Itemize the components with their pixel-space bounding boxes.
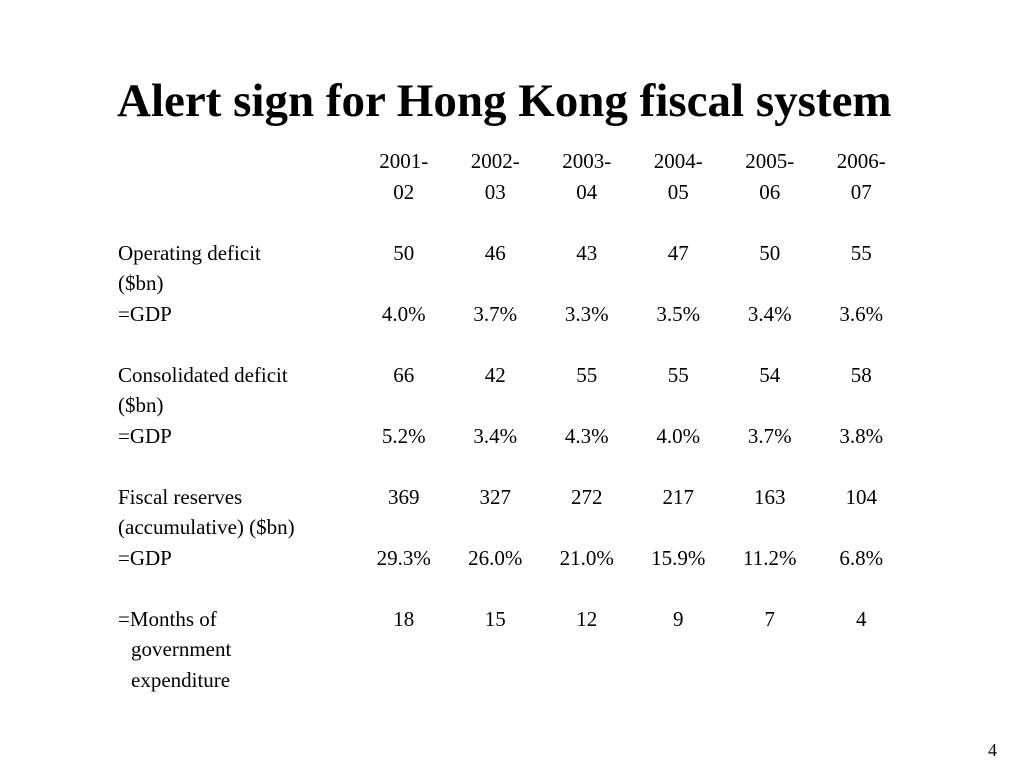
year-header: 2002- — [470, 149, 520, 173]
table-cell: 58 — [850, 362, 872, 387]
table-cell: 217 — [662, 484, 695, 509]
value-cells: 5.2% 3.4% 4.3% 4.0% 3.7% 3.8% — [358, 421, 907, 452]
table-cell: 54 — [759, 362, 781, 387]
row-label: =GDP — [118, 423, 172, 448]
row-label-line: Fiscal reserves — [118, 484, 243, 509]
table-row: =Months of government expenditure 18 15 … — [118, 604, 907, 696]
table-cell: 66 — [393, 362, 415, 387]
table-cell: 6.8% — [839, 545, 884, 570]
table-cell: 3.4% — [473, 423, 518, 448]
row-label: Consolidated deficit ($bn) — [118, 360, 358, 421]
table-cell: 47 — [667, 240, 689, 265]
page-number: 4 — [988, 740, 997, 760]
table-cell: 11.2% — [743, 545, 797, 570]
table-cell: 55 — [850, 240, 872, 265]
row-label-line: expenditure — [131, 667, 231, 692]
row-label: =Months of government expenditure — [118, 604, 358, 696]
table-cell: 3.7% — [747, 423, 792, 448]
table-cell: 272 — [571, 484, 603, 509]
table-cell: 3.5% — [656, 301, 701, 326]
year-header: 07 — [850, 179, 872, 204]
table-row: Consolidated deficit ($bn) 66 42 55 55 5… — [118, 360, 907, 421]
table-cell: 12 — [576, 606, 598, 631]
header-row-1: 2001- 2002- 2003- 2004- 2005- 2006- — [118, 146, 907, 177]
row-label-line: Consolidated deficit — [118, 362, 288, 387]
table-cell: 43 — [576, 240, 598, 265]
table-cell: 4.0% — [381, 301, 426, 326]
table-cell: 55 — [576, 362, 598, 387]
table-cell: 9 — [673, 606, 684, 631]
table-row: =GDP 4.0% 3.7% 3.3% 3.5% 3.4% 3.6% — [118, 299, 907, 330]
table-cell: 4 — [856, 606, 867, 631]
value-cells: 369 327 272 217 163 104 — [358, 482, 907, 513]
row-label-line: government — [131, 637, 232, 661]
table-cell: 4.0% — [656, 423, 701, 448]
row-spacer — [118, 573, 907, 604]
table-cell: 3.8% — [839, 423, 884, 448]
row-label-line: ($bn) — [118, 393, 164, 417]
year-header: 02 — [393, 179, 415, 204]
row-spacer — [118, 451, 907, 482]
value-cells: 18 15 12 9 7 4 — [358, 604, 907, 635]
table-cell: 7 — [764, 606, 776, 631]
table-cell: 29.3% — [376, 545, 431, 570]
table-cell: 46 — [484, 240, 506, 265]
row-label: Fiscal reserves (accumulative) ($bn) — [118, 482, 358, 543]
table-cell: 3.4% — [747, 301, 792, 326]
year-header: 05 — [667, 179, 689, 204]
table-cell: 3.3% — [564, 301, 609, 326]
year-header: 04 — [576, 179, 598, 204]
table-cell: 18 — [393, 606, 415, 631]
row-label-line: Operating deficit — [118, 240, 261, 265]
table-row: =GDP 5.2% 3.4% 4.3% 4.0% 3.7% 3.8% — [118, 421, 907, 452]
value-cells: 29.3% 26.0% 21.0% 15.9% 11.2% 6.8% — [358, 543, 907, 574]
row-label: Operating deficit ($bn) — [118, 238, 358, 299]
year-header: 06 — [759, 179, 781, 204]
table-cell: 15 — [484, 606, 506, 631]
table-row: Operating deficit ($bn) 50 46 43 47 50 5… — [118, 238, 907, 299]
table-cell: 369 — [388, 484, 420, 509]
table-cell: 42 — [484, 362, 506, 387]
table-cell: 163 — [754, 484, 786, 509]
table-cell: 3.6% — [839, 301, 884, 326]
table-cell: 50 — [759, 240, 781, 265]
table-row: =GDP 29.3% 26.0% 21.0% 15.9% 11.2% 6.8% — [118, 543, 907, 574]
table-cell: 21.0% — [559, 545, 614, 570]
table-cell: 15.9% — [651, 545, 706, 570]
year-header: 2006- — [836, 149, 886, 173]
table-cell: 50 — [393, 240, 415, 265]
row-label-line: =Months of — [118, 606, 217, 631]
header-cells-1: 2001- 2002- 2003- 2004- 2005- 2006- — [358, 146, 907, 177]
year-header: 2003- — [562, 149, 612, 173]
table-cell: 4.3% — [564, 423, 609, 448]
row-label-line: (accumulative) ($bn) — [118, 515, 295, 539]
value-cells: 66 42 55 55 54 58 — [358, 360, 907, 391]
row-spacer — [118, 329, 907, 360]
table-cell: 104 — [845, 484, 878, 509]
table-row: Fiscal reserves (accumulative) ($bn) 369… — [118, 482, 907, 543]
table-cell: 327 — [479, 484, 512, 509]
table-cell: 5.2% — [381, 423, 426, 448]
value-cells: 4.0% 3.7% 3.3% 3.5% 3.4% 3.6% — [358, 299, 907, 330]
year-header: 03 — [484, 179, 506, 204]
value-cells: 50 46 43 47 50 55 — [358, 238, 907, 269]
fiscal-table: 2001- 2002- 2003- 2004- 2005- 2006- 02 0… — [118, 146, 907, 695]
row-spacer — [118, 207, 907, 238]
table-cell: 3.7% — [473, 301, 518, 326]
header-cells-2: 02 03 04 05 06 07 — [358, 177, 907, 208]
row-label-line: ($bn) — [118, 271, 164, 295]
year-header: 2004- — [653, 149, 703, 173]
slide-title: Alert sign for Hong Kong fiscal system — [117, 75, 892, 127]
table-cell: 26.0% — [468, 545, 523, 570]
table-cell: 55 — [667, 362, 689, 387]
year-header: 2001- — [379, 149, 429, 173]
row-label: =GDP — [118, 545, 172, 570]
row-label: =GDP — [118, 301, 172, 326]
header-row-2: 02 03 04 05 06 07 — [118, 177, 907, 208]
year-header: 2005- — [745, 149, 795, 173]
